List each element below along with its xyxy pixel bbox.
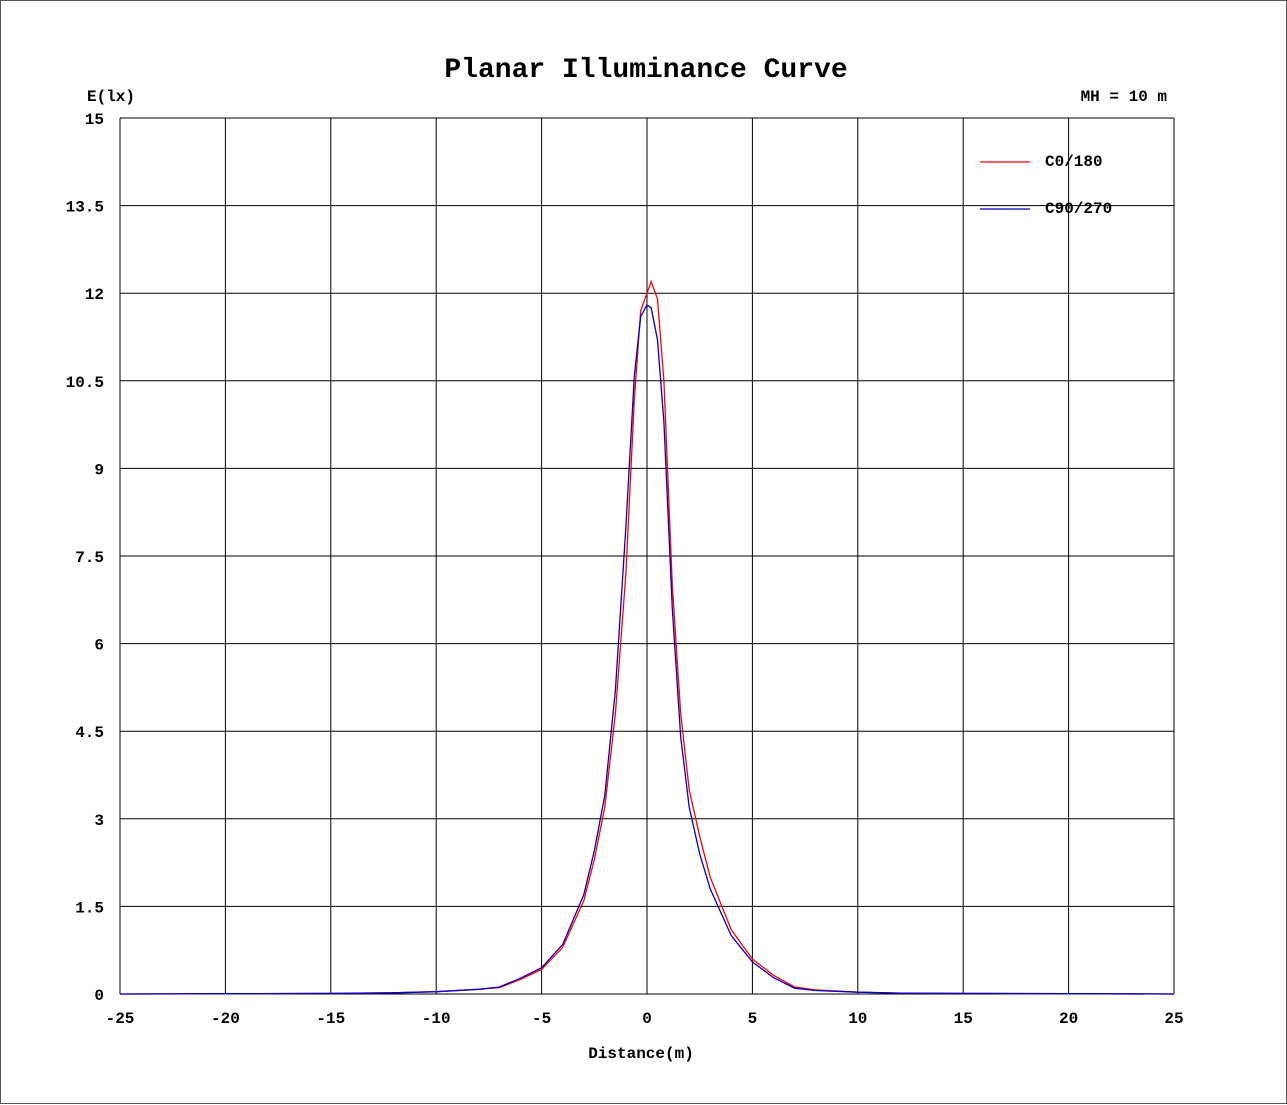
y-tick-label: 6 — [94, 637, 104, 655]
series-line-c90-270 — [119, 303, 1175, 995]
y-tick-label: 13.5 — [66, 199, 104, 217]
x-tick-label: -25 — [106, 1010, 135, 1028]
y-tick-label: 3 — [94, 812, 104, 830]
legend-label: C0/180 — [1045, 153, 1103, 171]
tick-labels: -25 -20 -15 -10 -5 0 5 10 15 20 25 0 1.5 3 4.5 6 7.5 9 10.… — [66, 111, 1184, 1028]
y-tick-label: 15 — [85, 111, 104, 129]
chart-title: Planar Illuminance Curve — [444, 55, 847, 86]
x-tick-label: 10 — [848, 1010, 867, 1028]
x-tick-label: 20 — [1059, 1010, 1078, 1028]
legend: C0/180 C90/270 — [980, 153, 1112, 218]
x-tick-label: 5 — [748, 1010, 758, 1028]
y-tick-label: 9 — [94, 461, 104, 479]
y-tick-label: 12 — [85, 286, 104, 304]
x-axis-label: Distance(m) — [588, 1045, 694, 1063]
series-group — [119, 279, 1175, 995]
grid — [119, 117, 1175, 995]
x-tick-label: 15 — [954, 1010, 973, 1028]
y-tick-label: 1.5 — [75, 899, 104, 917]
x-tick-label: 25 — [1164, 1010, 1183, 1028]
y-tick-label: 10.5 — [66, 374, 104, 392]
x-tick-label: 0 — [642, 1010, 652, 1028]
legend-label: C90/270 — [1045, 200, 1112, 218]
chart-subtitle: MH = 10 m — [1081, 88, 1168, 106]
y-tick-label: 4.5 — [75, 724, 104, 742]
y-tick-label: 7.5 — [75, 549, 104, 567]
x-tick-label: -20 — [211, 1010, 240, 1028]
x-tick-label: -15 — [316, 1010, 345, 1028]
x-tick-label: -10 — [422, 1010, 451, 1028]
y-tick-label: 0 — [94, 987, 104, 1005]
y-axis-label: E(lx) — [87, 88, 135, 106]
x-tick-label: -5 — [532, 1010, 551, 1028]
